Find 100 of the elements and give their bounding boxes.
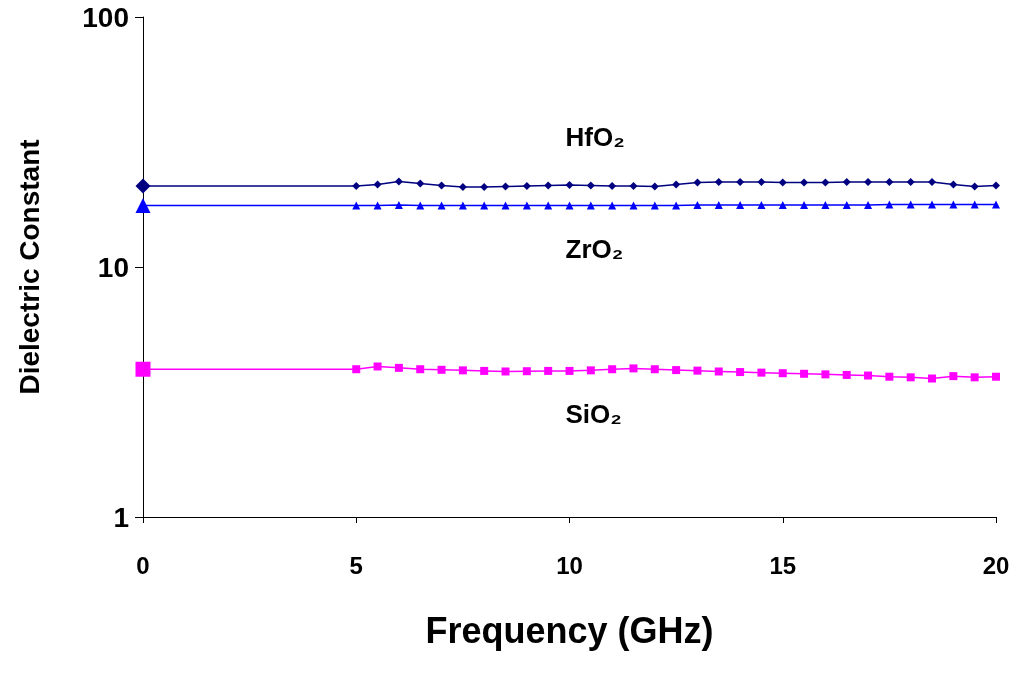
y-tick-label: 100 — [82, 1, 129, 33]
point — [693, 366, 702, 375]
point — [864, 177, 873, 186]
point — [928, 177, 937, 186]
point — [586, 366, 595, 375]
point — [586, 201, 595, 210]
point — [842, 370, 851, 379]
point — [501, 367, 510, 376]
point — [480, 201, 489, 210]
point — [373, 201, 382, 210]
point — [394, 363, 403, 372]
point — [544, 181, 553, 190]
point — [800, 178, 809, 187]
point — [373, 362, 382, 371]
point — [565, 201, 574, 210]
point — [864, 201, 873, 210]
point — [821, 201, 830, 210]
point — [949, 180, 958, 189]
point — [672, 366, 681, 375]
point — [714, 201, 723, 210]
point — [672, 201, 681, 210]
point — [693, 178, 702, 187]
point — [714, 177, 723, 186]
x-tick-label: 0 — [136, 551, 150, 579]
point — [757, 201, 766, 210]
point — [437, 365, 446, 374]
point — [757, 177, 766, 186]
point — [970, 373, 979, 382]
point — [736, 368, 745, 377]
point — [650, 182, 659, 191]
point — [522, 201, 531, 210]
point — [608, 365, 617, 374]
point — [736, 177, 745, 186]
point — [970, 182, 979, 191]
point — [949, 372, 958, 381]
point — [544, 201, 553, 210]
y-tick-label: 10 — [97, 251, 129, 283]
point — [352, 181, 361, 190]
point — [650, 201, 659, 210]
x-axis-title: Frequency (GHz) — [425, 609, 714, 651]
point — [565, 366, 574, 375]
point — [778, 369, 787, 378]
point — [842, 177, 851, 186]
y-tick-label: 1 — [113, 501, 129, 533]
point — [778, 201, 787, 210]
series-label: SiO₂ — [565, 399, 622, 430]
point — [480, 366, 489, 375]
point — [928, 200, 937, 209]
point — [416, 179, 425, 188]
point — [864, 371, 873, 380]
point — [458, 182, 467, 191]
point — [714, 367, 723, 376]
point — [458, 366, 467, 375]
point — [394, 177, 403, 186]
point — [992, 181, 1000, 190]
point — [480, 182, 489, 191]
point — [672, 180, 681, 189]
point — [821, 178, 830, 187]
point — [565, 180, 574, 189]
point — [992, 372, 1000, 381]
point — [842, 201, 851, 210]
point — [928, 374, 937, 383]
point — [757, 368, 766, 377]
point — [437, 181, 446, 190]
x-tick-label: 10 — [556, 551, 583, 579]
point — [736, 201, 745, 210]
point — [608, 201, 617, 210]
point — [416, 201, 425, 210]
x-tick-label: 15 — [769, 551, 797, 579]
point — [906, 177, 915, 186]
point — [629, 181, 638, 190]
point — [608, 181, 617, 190]
point — [544, 366, 553, 375]
point — [522, 367, 531, 376]
point — [778, 178, 787, 187]
point — [501, 201, 510, 210]
point — [800, 201, 809, 210]
series-label: HfO₂ — [565, 122, 625, 153]
x-tick-label: 20 — [982, 551, 1010, 579]
point — [394, 201, 403, 210]
point — [501, 182, 510, 191]
point — [458, 201, 467, 210]
point — [437, 201, 446, 210]
point — [906, 373, 915, 382]
point — [629, 201, 638, 210]
point — [885, 177, 894, 186]
point — [522, 181, 531, 190]
point — [821, 370, 830, 379]
series-label: ZrO₂ — [565, 233, 624, 264]
point — [629, 364, 638, 373]
point — [352, 365, 361, 374]
x-tick-label: 5 — [349, 551, 363, 579]
point — [352, 201, 361, 210]
point — [800, 369, 809, 378]
point — [586, 181, 595, 190]
point — [693, 201, 702, 210]
point — [373, 180, 382, 189]
point — [992, 200, 1000, 209]
y-axis-title: Dielectric Constant — [13, 139, 45, 395]
point — [650, 365, 659, 374]
